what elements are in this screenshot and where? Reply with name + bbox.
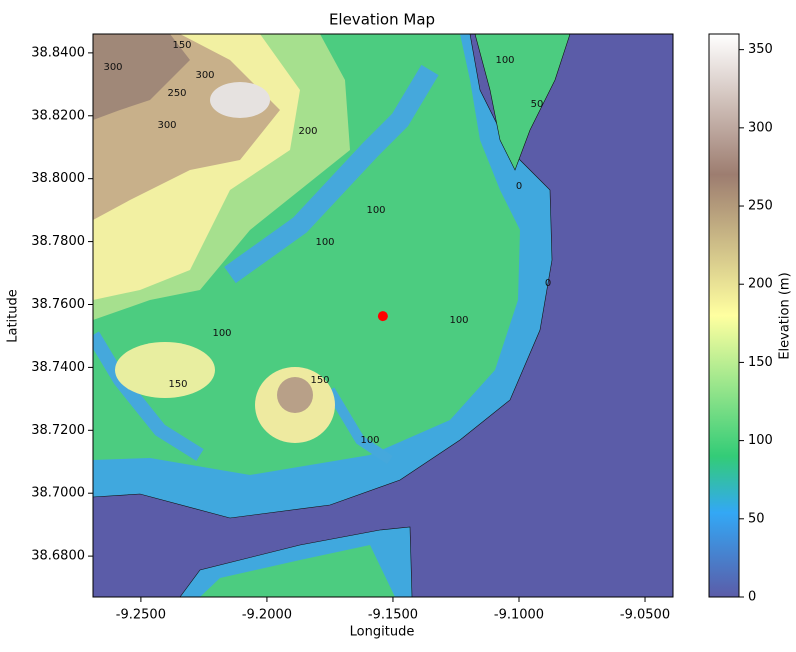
contour-label: 100 — [360, 435, 379, 446]
colorbar-tick-label: 250 — [748, 199, 773, 214]
contour-label: 300 — [157, 120, 176, 131]
chart-title: Elevation Map — [329, 11, 435, 29]
y-tick-label: 38.7800 — [31, 234, 85, 249]
colorbar — [708, 33, 740, 598]
x-tick-label: -9.2000 — [242, 608, 292, 623]
colorbar-label: Elevation (m) — [778, 272, 793, 359]
x-tick-label: -9.0500 — [620, 608, 670, 623]
x-tick-label: -9.1500 — [368, 608, 418, 623]
contour-label: 150 — [310, 375, 329, 386]
colorbar-tick-label: 50 — [748, 511, 765, 526]
contour-label: 300 — [103, 62, 122, 73]
colorbar-tick-label: 350 — [748, 42, 773, 57]
contour-label: 100 — [315, 237, 334, 248]
contour-label: 300 — [195, 70, 214, 81]
contour-label: 0 — [545, 278, 551, 289]
y-tick-label: 38.6800 — [31, 549, 85, 564]
y-tick-label: 38.7600 — [31, 297, 85, 312]
y-tick-label: 38.7200 — [31, 423, 85, 438]
terrain — [93, 34, 673, 597]
colorbar-tick-label: 0 — [748, 590, 756, 605]
contour-label: 50 — [531, 99, 544, 110]
contour-label: 100 — [366, 205, 385, 216]
colorbar-tick-label: 200 — [748, 277, 773, 292]
y-tick-label: 38.8000 — [31, 171, 85, 186]
y-axis-label: Latitude — [6, 289, 21, 343]
contour-label: 200 — [298, 126, 317, 137]
colorbar-tick-label: 150 — [748, 355, 773, 370]
contour-label: 150 — [168, 379, 187, 390]
contour-label: 150 — [172, 40, 191, 51]
contour-label: 100 — [212, 328, 231, 339]
y-tick-label: 38.8400 — [31, 45, 85, 60]
x-tick-label: -9.1000 — [494, 608, 544, 623]
x-tick-label: -9.2500 — [116, 608, 166, 623]
y-tick-label: 38.7400 — [31, 360, 85, 375]
colorbar-tick-label: 300 — [748, 120, 773, 135]
contour-label: 0 — [516, 181, 522, 192]
contour-label: 250 — [167, 88, 186, 99]
plot-frame — [92, 33, 674, 598]
point — [377, 311, 388, 322]
contour-label: 100 — [449, 315, 468, 326]
y-tick-label: 38.7000 — [31, 486, 85, 501]
y-tick-label: 38.8200 — [31, 108, 85, 123]
colorbar-tick-label: 100 — [748, 433, 773, 448]
contour-label: 100 — [495, 55, 514, 66]
x-axis-label: Longitude — [350, 625, 415, 640]
